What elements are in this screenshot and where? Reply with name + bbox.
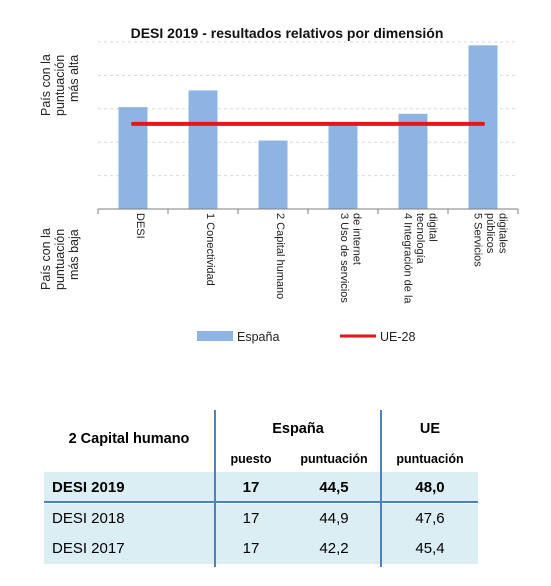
x-label-5: públicos [484, 213, 496, 254]
column-divider [380, 410, 382, 567]
row-puntuacion-es: 44,9 [319, 509, 349, 527]
row-highlight-bg [44, 504, 478, 534]
row-highlight-bg [44, 472, 478, 502]
x-label-4: digital [427, 213, 439, 242]
x-label-2: 2 Capital humano [274, 213, 286, 299]
row-puntuacion-es: 42,2 [319, 539, 349, 557]
y-top-label-line-2: puntuación [53, 55, 67, 116]
bars [118, 45, 498, 210]
y-bottom-label-line-3: más baja [67, 229, 81, 280]
x-label-3: de internet [350, 213, 362, 265]
chart-title: DESI 2019 - resultados relativos por dim… [131, 25, 444, 41]
table-title: 2 Capital humano [68, 431, 190, 447]
row-label: DESI 2018 [52, 509, 125, 527]
x-label-4: 4 Integración de la [402, 213, 414, 304]
y-top-label-line-1: País con la [39, 54, 53, 116]
bar-espana-1 [188, 90, 218, 209]
x-label-5: 5 Servicios [472, 213, 484, 267]
header-espana: España [272, 421, 324, 437]
legend: España UE-28 [197, 330, 415, 344]
legend-label-ue: UE-28 [380, 330, 415, 344]
row-puntuacion-es: 44,5 [319, 478, 349, 496]
y-bottom-label-line-1: País con la [39, 228, 53, 290]
row-puesto: 17 [242, 478, 260, 496]
header-ue: UE [419, 421, 441, 437]
row-label: DESI 2019 [52, 478, 125, 496]
chart: DESI 2019 - resultados relativos por dim… [39, 25, 519, 344]
legend-label-espana: España [237, 330, 279, 344]
header-puesto: puesto [230, 452, 272, 466]
bar-espana-3 [328, 123, 358, 209]
x-label-1: 1 Conectividad [204, 213, 216, 286]
legend-swatch-espana [197, 331, 233, 341]
row-puntuacion-ue: 47,6 [415, 509, 445, 527]
x-label-0: DESI [134, 213, 146, 239]
header-puntuacion-ue: puntuación [396, 452, 464, 466]
row-puntuacion-ue: 45,4 [415, 539, 445, 557]
row-puesto: 17 [242, 509, 260, 527]
column-divider [214, 410, 216, 567]
row-label: DESI 2017 [52, 539, 125, 557]
x-labels: DESI 1 Conectividad 2 Capital humano 3 Uso … [134, 213, 509, 304]
row-divider [44, 501, 478, 503]
x-ticks [97, 209, 519, 214]
x-label-5: digitales [497, 213, 509, 254]
gridlines [98, 41, 518, 177]
row-highlight-bg [44, 534, 478, 564]
y-bottom-label-line-2: puntuación [53, 229, 67, 290]
row-puesto: 17 [242, 539, 260, 557]
x-label-4: tecnología [414, 213, 426, 265]
row-puntuacion-ue: 48,0 [415, 478, 445, 496]
y-top-label-line-3: más alta [67, 55, 81, 102]
bar-espana-2 [258, 140, 288, 209]
header-puntuacion-es: puntuación [300, 452, 368, 466]
bar-espana-4 [398, 113, 428, 209]
bar-espana-5 [468, 45, 498, 210]
x-label-3: 3 Uso de servicios [338, 213, 350, 303]
capital-humano-table: 2 Capital humano España UE puesto puntua… [44, 410, 478, 567]
